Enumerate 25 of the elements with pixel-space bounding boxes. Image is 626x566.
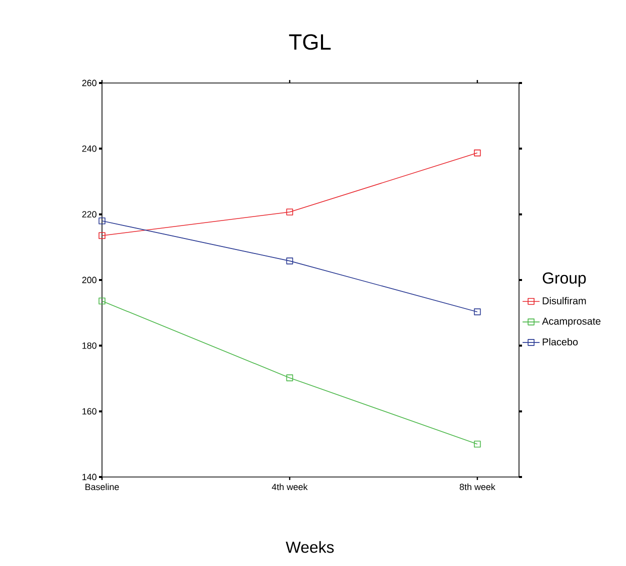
x-tick-label: 8th week	[460, 484, 496, 490]
y-tick-label: 200	[82, 276, 96, 284]
point	[286, 208, 294, 216]
point	[286, 374, 294, 382]
y-tick-label: 240	[82, 145, 96, 152]
point	[286, 258, 294, 264]
y-tick-label: 160	[82, 408, 96, 415]
point	[98, 232, 106, 240]
legend-label: Acamprosate	[542, 318, 600, 327]
legend-label: Placebo	[542, 338, 578, 346]
legend-label: Disulfiram	[542, 297, 586, 304]
y-tick-label: 220	[82, 211, 96, 218]
point	[98, 298, 106, 304]
x-tick-label: 4th week	[272, 484, 308, 490]
x-axis-title: Weeks	[286, 541, 334, 553]
y-tick-label: 260	[82, 80, 96, 86]
chart-title: TGL	[289, 34, 331, 50]
y-tick-label: 180	[82, 342, 96, 349]
x-tick-label: Baseline	[85, 484, 119, 490]
point	[474, 440, 481, 448]
point	[474, 150, 481, 156]
legend-title: Group	[542, 272, 586, 287]
y-tick-label: 140	[82, 474, 96, 480]
point	[474, 308, 481, 316]
point	[98, 217, 106, 224]
